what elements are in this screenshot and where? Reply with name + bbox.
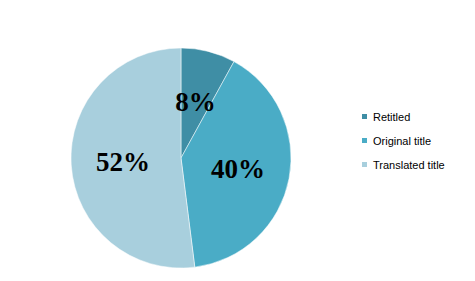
svg-text:Retitled: Retitled: [373, 111, 410, 123]
svg-text:Original title: Original title: [373, 135, 431, 147]
svg-text:8%: 8%: [175, 87, 216, 117]
svg-text:Translated title: Translated title: [373, 159, 445, 171]
svg-text:40%: 40%: [211, 154, 265, 184]
svg-text:52%: 52%: [96, 147, 150, 177]
